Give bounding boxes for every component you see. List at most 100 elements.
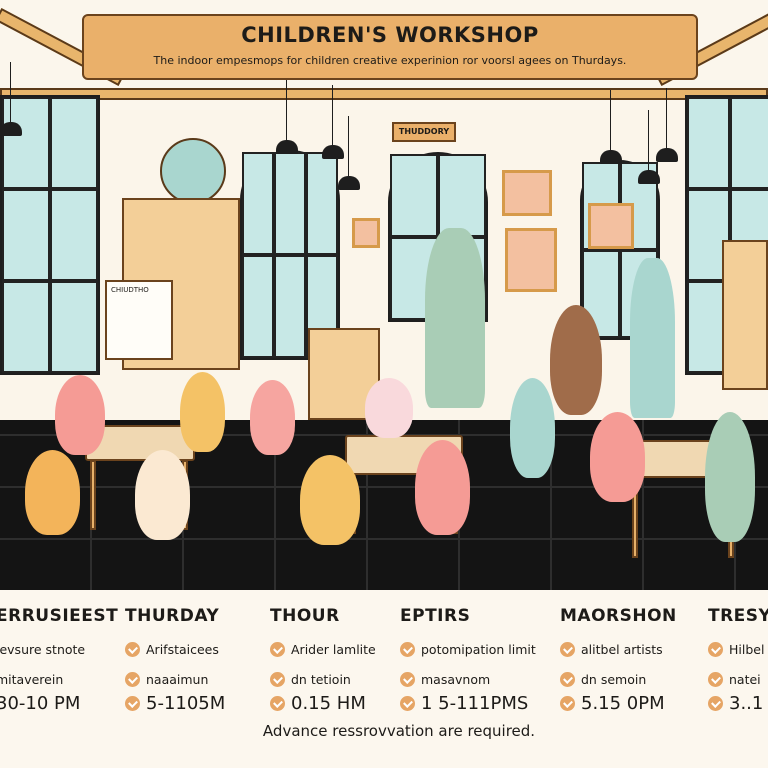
pendant-lamp: [0, 62, 22, 136]
column-item: dn semoin: [560, 668, 677, 690]
pendant-lamp: [276, 80, 298, 154]
column-title: MAORSHON: [560, 606, 677, 626]
item-text: alitbel artists: [581, 641, 663, 657]
pendant-lamp: [600, 90, 622, 164]
child: [180, 372, 225, 452]
check-bullet-icon: [270, 641, 285, 657]
item-text: mitaverein: [0, 671, 64, 687]
column-title: THURDAY: [125, 606, 220, 626]
sign-subtitle: The indoor empesmops for children creati…: [153, 54, 627, 67]
item-text: 30-10 PM: [0, 692, 81, 714]
check-bullet-icon: [400, 641, 415, 657]
child: [135, 450, 190, 540]
check-bullet-icon: [125, 671, 140, 687]
column-item: mitaverein: [0, 668, 118, 690]
column-item: dn tetioin: [270, 668, 376, 690]
child: [415, 440, 470, 535]
column-item: 3..1: [708, 690, 768, 716]
easel-label: CHIUDTHO: [111, 286, 149, 294]
schedule-column: MAORSHON alitbel artists dn semoin 5.15 0PM: [560, 606, 677, 716]
check-bullet-icon: [125, 695, 140, 711]
small-sign: THUDDORY: [392, 122, 456, 142]
picture-frame: [352, 218, 380, 248]
column-item: levsure stnote: [0, 638, 118, 660]
child: [300, 455, 360, 545]
schedule-column: EPTIRS potomipation limit masavnom 1 5-111P…: [400, 606, 536, 716]
sign-title: CHILDREN'S WORKSHOP: [241, 23, 539, 47]
check-bullet-icon: [560, 671, 575, 687]
column-item: 1 5-111PMS: [400, 690, 536, 716]
globe: [160, 138, 226, 204]
column-item: natei: [708, 668, 768, 690]
item-text: 3..1: [729, 692, 764, 714]
picture-frame: [502, 170, 552, 216]
column-item: 5.15 0PM: [560, 690, 677, 716]
check-bullet-icon: [270, 671, 285, 687]
schedule-column: ERRUSIEEST levsure stnote mitaverein 30-10 …: [0, 606, 118, 716]
column-item: 0.15 HM: [270, 690, 376, 716]
table-leg: [90, 460, 96, 530]
column-title: THOUR: [270, 606, 340, 626]
workshop-illustration: THUDDORY CHIUDTHO CHILDREN'S WORKSHOP Th…: [0, 7, 768, 590]
item-text: 5-1105M: [146, 692, 226, 714]
column-item: alitbel artists: [560, 638, 677, 660]
schedule-info: ERRUSIEEST levsure stnote mitaverein 30-10 …: [0, 590, 768, 768]
column-item: 5-1105M: [125, 690, 225, 716]
check-bullet-icon: [125, 641, 140, 657]
item-text: dn semoin: [581, 671, 647, 687]
ceiling-beam: [0, 88, 768, 100]
item-text: 5.15 0PM: [581, 692, 665, 714]
check-bullet-icon: [708, 641, 723, 657]
child: [590, 412, 645, 502]
item-text: 0.15 HM: [291, 692, 366, 714]
schedule-column: THURDAY Arifstaicees naaaimun 5-1105M: [125, 606, 225, 716]
item-text: dn tetioin: [291, 671, 351, 687]
column-item: naaaimun: [125, 668, 225, 690]
check-bullet-icon: [270, 695, 285, 711]
child: [550, 305, 602, 415]
check-bullet-icon: [400, 671, 415, 687]
pendant-lamp: [638, 110, 660, 184]
child: [55, 375, 105, 455]
check-bullet-icon: [708, 695, 723, 711]
pendant-lamp: [322, 85, 344, 159]
child: [510, 378, 555, 478]
child: [630, 258, 675, 418]
child: [25, 450, 80, 535]
schedule-column: THOUR Arider lamlite dn tetioin 0.15 HM: [270, 606, 376, 716]
column-item: masavnom: [400, 668, 536, 690]
item-text: masavnom: [421, 671, 491, 687]
item-text: 1 5-111PMS: [421, 692, 529, 714]
item-text: natei: [729, 671, 761, 687]
item-text: naaaimun: [146, 671, 209, 687]
item-text: potomipation limit: [421, 641, 536, 657]
picture-frame: [588, 203, 634, 249]
column-item: Hilbel: [708, 638, 768, 660]
column-item: 30-10 PM: [0, 690, 118, 716]
column-item: Arider lamlite: [270, 638, 376, 660]
item-text: Arifstaicees: [146, 641, 219, 657]
check-bullet-icon: [560, 641, 575, 657]
check-bullet-icon: [400, 695, 415, 711]
pendant-lamp: [338, 116, 360, 190]
column-item: potomipation limit: [400, 638, 536, 660]
child: [705, 412, 755, 542]
picture-frame: [505, 228, 557, 292]
item-text: Arider lamlite: [291, 641, 376, 657]
column-title: ERRUSIEEST: [0, 606, 119, 626]
child: [250, 380, 295, 455]
column-title: EPTIRS: [400, 606, 471, 626]
column-item: Arifstaicees: [125, 638, 225, 660]
item-text: Hilbel: [729, 641, 765, 657]
pendant-lamp: [656, 88, 678, 162]
schedule-column: TRESY Hilbel natei 3..1: [708, 606, 768, 716]
bookshelf: [722, 240, 768, 390]
column-title: TRESY: [708, 606, 768, 626]
child: [365, 378, 413, 438]
check-bullet-icon: [708, 671, 723, 687]
easel-board: CHIUDTHO: [105, 280, 173, 360]
teacher: [425, 228, 485, 408]
reservation-note: Advance ressrovvation are required.: [262, 722, 536, 740]
check-bullet-icon: [560, 695, 575, 711]
window-left: [0, 95, 100, 375]
